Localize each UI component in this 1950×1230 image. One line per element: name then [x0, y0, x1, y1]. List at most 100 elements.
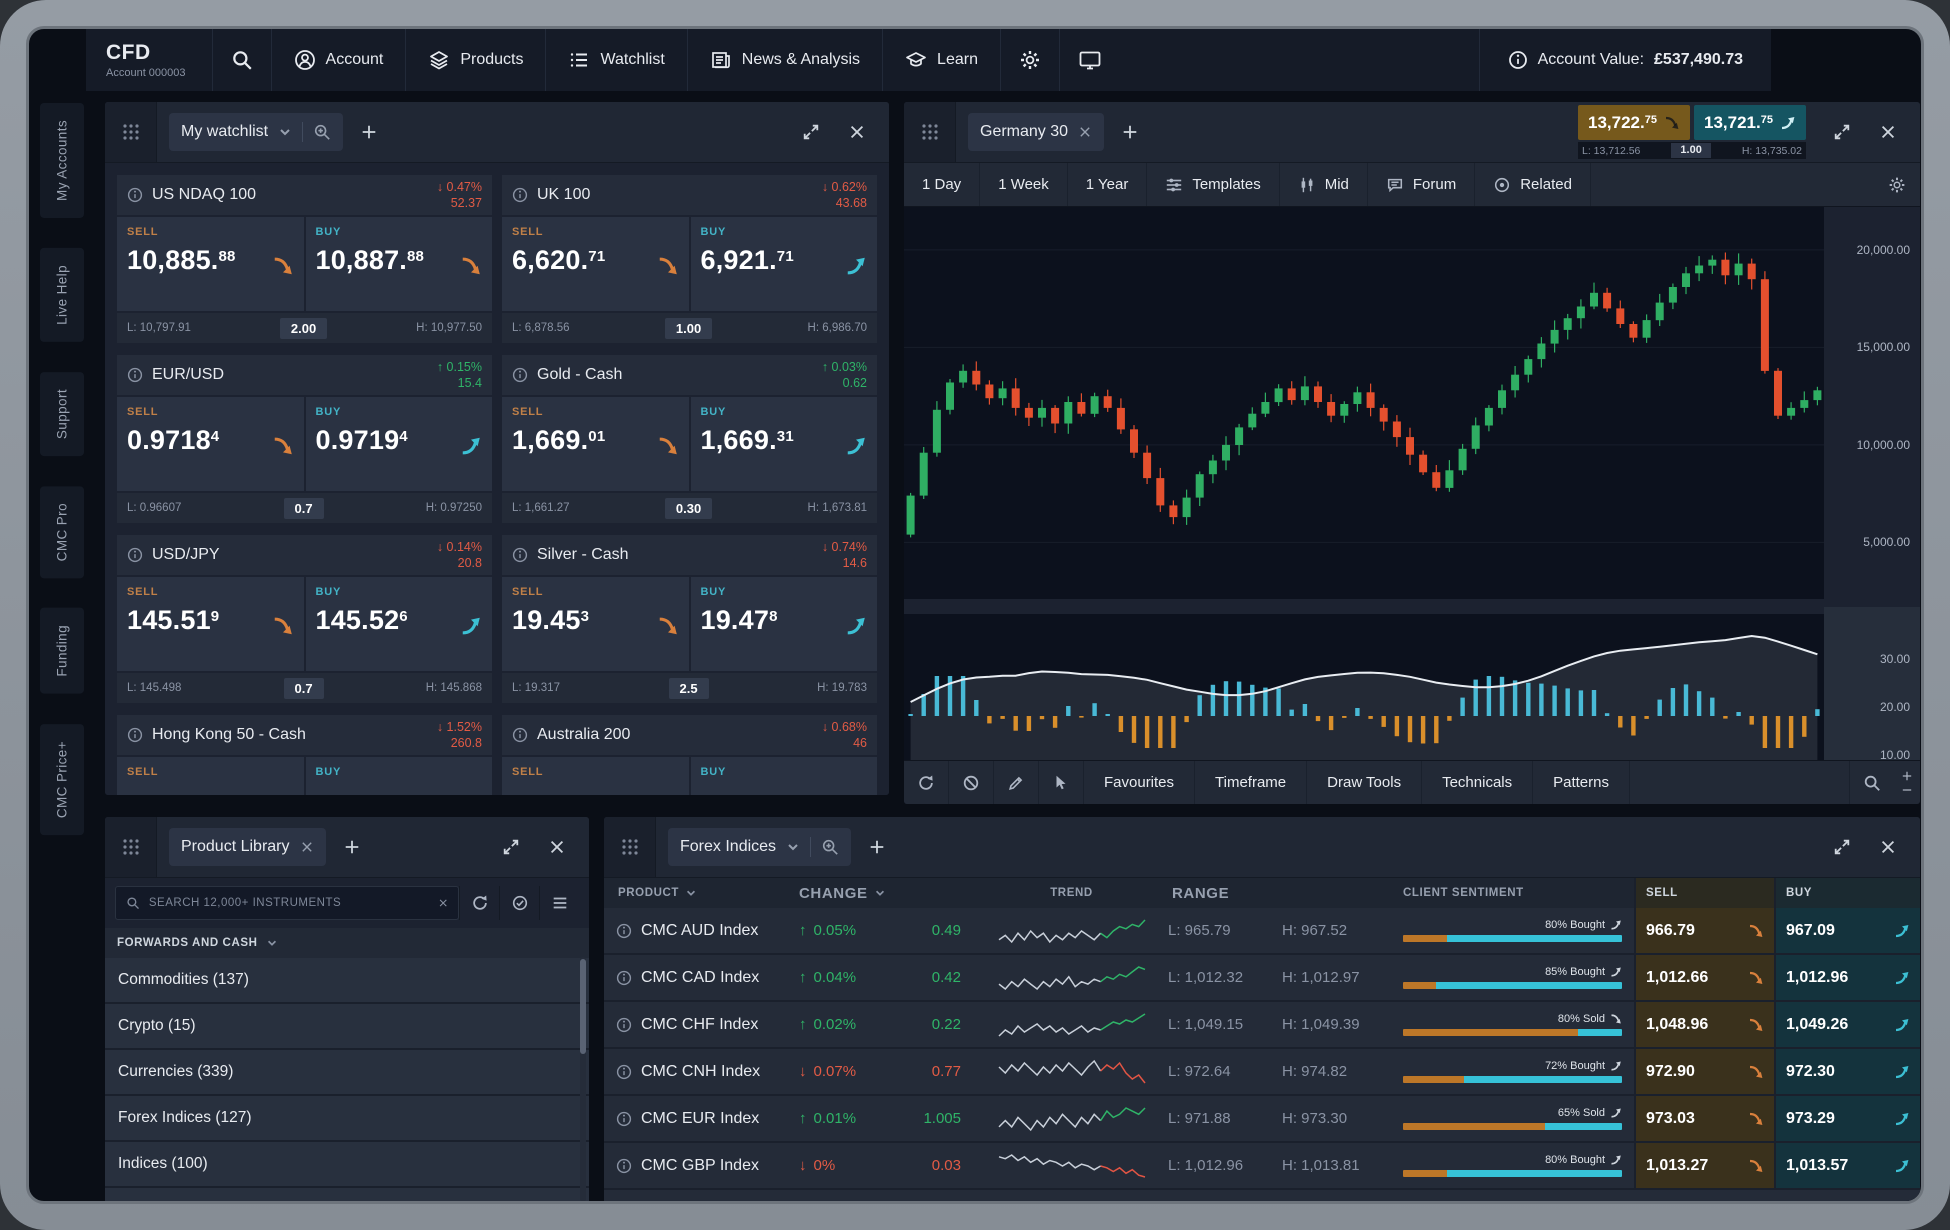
sell-price-cell[interactable]: 1,012.66	[1634, 955, 1774, 1000]
panel-drag-handle[interactable]	[604, 817, 656, 877]
chart-search-button[interactable]	[1849, 761, 1894, 804]
close-tab-icon[interactable]	[300, 840, 314, 854]
product-cell[interactable]: CMC AUD Index	[604, 922, 799, 940]
clear-search-icon[interactable]	[438, 897, 448, 909]
disable-drawing-button[interactable]	[949, 761, 994, 804]
forex-row-cmc-cnh-index[interactable]: CMC CNH Index ↓ 0.07% 0.77 L: 972.64 H: 974.8…	[604, 1049, 1920, 1094]
buy-price-cell[interactable]: 967.09	[1774, 908, 1920, 953]
list-item-commodities-137[interactable]: Commodities (137)	[105, 958, 589, 1002]
forum-button[interactable]: Forum	[1368, 163, 1476, 206]
sell-tile[interactable]: SELL 6,620.71	[502, 217, 689, 311]
sell-tile[interactable]: SELL	[117, 757, 304, 795]
product-cell[interactable]: CMC CNH Index	[604, 1063, 799, 1081]
col-trend[interactable]: TREND	[1050, 887, 1093, 899]
close-panel-button[interactable]	[1868, 112, 1908, 152]
product-library-tab[interactable]: Product Library	[169, 828, 326, 866]
expand-panel-button[interactable]	[791, 112, 831, 152]
rail-tab-my-accounts[interactable]: My Accounts	[40, 103, 84, 218]
instrument-search-field[interactable]	[115, 886, 459, 920]
instrument-header[interactable]: USD/JPY ↓ 0.14% 20.8	[117, 535, 492, 575]
nav-products[interactable]: Products	[405, 29, 545, 91]
instrument-search-input[interactable]	[148, 897, 429, 909]
col-buy[interactable]: BUY	[1774, 878, 1920, 908]
col-product[interactable]: PRODUCT	[604, 887, 799, 899]
sell-tile[interactable]: SELL 10,885.88	[117, 217, 304, 311]
buy-price-cell[interactable]: 972.30	[1774, 1049, 1920, 1094]
app-logo[interactable]: CFD Account 000003	[86, 29, 212, 91]
timeframe-button[interactable]: Timeframe	[1195, 761, 1308, 804]
instrument-header[interactable]: Silver - Cash ↓ 0.74% 14.6	[502, 535, 877, 575]
instrument-header[interactable]: UK 100 ↓ 0.62% 43.68	[502, 175, 877, 215]
forex-row-cmc-gbp-index[interactable]: CMC GBP Index ↓ 0% 0.03 L: 1,012.96 H: 1,013.…	[604, 1143, 1920, 1188]
forex-tab[interactable]: Forex Indices	[668, 828, 852, 866]
sell-price-cell[interactable]: 972.90	[1634, 1049, 1774, 1094]
col-sell[interactable]: SELL	[1634, 878, 1774, 908]
col-client-sentiment[interactable]: CLIENT SENTIMENT	[1403, 887, 1524, 899]
rail-tab-funding[interactable]: Funding	[40, 608, 84, 694]
sell-tile[interactable]: SELL 145.519	[117, 577, 304, 671]
expand-panel-button[interactable]	[1822, 112, 1862, 152]
display-layout-button[interactable]	[1058, 29, 1120, 91]
rail-tab-cmc-price[interactable]: CMC Price+	[40, 723, 84, 835]
buy-tile[interactable]: BUY	[305, 757, 492, 795]
list-item-crypto-15[interactable]: Crypto (15)	[105, 1004, 589, 1048]
buy-tile[interactable]: BUY	[690, 757, 877, 795]
chart-tab[interactable]: Germany 30	[968, 113, 1105, 151]
buy-price-cell[interactable]: 1,012.96	[1774, 955, 1920, 1000]
add-tab-button[interactable]	[857, 827, 897, 867]
sell-price-cell[interactable]: 1,013.27	[1634, 1143, 1774, 1188]
zoom-out-icon[interactable]	[1901, 784, 1913, 796]
product-cell[interactable]: CMC CHF Index	[604, 1016, 799, 1034]
sell-tile[interactable]: SELL 1,669.01	[502, 397, 689, 491]
buy-tile[interactable]: BUY 10,887.88	[305, 217, 492, 311]
nav-news[interactable]: News & Analysis	[686, 29, 882, 91]
forex-row-cmc-eur-index[interactable]: CMC EUR Index ↑ 0.01% 1.005 L: 971.88 H: 973.…	[604, 1096, 1920, 1141]
add-tab-button[interactable]	[349, 112, 389, 152]
candlestick-chart[interactable]	[904, 207, 1824, 599]
chart-sell-price[interactable]: 13,722.75	[1578, 105, 1690, 140]
sell-tile[interactable]: SELL	[502, 757, 689, 795]
zoom-in-icon[interactable]	[1901, 770, 1913, 782]
col-change[interactable]: CHANGE	[799, 885, 979, 902]
sell-tile[interactable]: SELL 19.453	[502, 577, 689, 671]
templates-button[interactable]: Templates	[1147, 163, 1280, 206]
cursor-tool-button[interactable]	[1039, 761, 1084, 804]
buy-tile[interactable]: BUY 1,669.31	[690, 397, 877, 491]
draw-tools-button[interactable]: Draw Tools	[1307, 761, 1423, 804]
patterns-button[interactable]: Patterns	[1533, 761, 1630, 804]
col-range[interactable]: RANGE	[1172, 884, 1230, 902]
range-1day-button[interactable]: 1 Day	[904, 163, 981, 206]
nav-watchlist[interactable]: Watchlist	[545, 29, 686, 91]
panel-drag-handle[interactable]	[105, 817, 157, 877]
list-view-button[interactable]	[539, 886, 579, 920]
watchlist-tab[interactable]: My watchlist	[169, 113, 344, 151]
search-button[interactable]	[211, 29, 271, 91]
sell-price-cell[interactable]: 1,048.96	[1634, 1002, 1774, 1047]
zoom-search-icon[interactable]	[821, 838, 839, 856]
refresh-list-button[interactable]	[459, 886, 499, 920]
refresh-chart-button[interactable]	[904, 761, 949, 804]
buy-price-cell[interactable]: 1,049.26	[1774, 1002, 1920, 1047]
rail-tab-live-help[interactable]: Live Help	[40, 247, 84, 342]
technicals-button[interactable]: Technicals	[1422, 761, 1534, 804]
sell-price-cell[interactable]: 966.79	[1634, 908, 1774, 953]
rail-tab-cmc-pro[interactable]: CMC Pro	[40, 485, 84, 579]
scrollbar[interactable]	[580, 957, 586, 1201]
settings-button[interactable]	[999, 29, 1059, 91]
close-panel-button[interactable]	[1868, 827, 1908, 867]
expand-panel-button[interactable]	[491, 827, 531, 867]
category-section-header[interactable]: FORWARDS AND CASH	[105, 928, 589, 958]
product-cell[interactable]: CMC GBP Index	[604, 1157, 799, 1175]
related-button[interactable]: Related	[1475, 163, 1591, 206]
account-value[interactable]: Account Value: £537,490.73	[1478, 29, 1771, 91]
indicator-chart[interactable]	[904, 614, 1824, 760]
buy-price-cell[interactable]: 973.29	[1774, 1096, 1920, 1141]
sell-price-cell[interactable]: 973.03	[1634, 1096, 1774, 1141]
buy-tile[interactable]: BUY 6,921.71	[690, 217, 877, 311]
sell-tile[interactable]: SELL 0.97184	[117, 397, 304, 491]
list-item-currencies-339[interactable]: Currencies (339)	[105, 1050, 589, 1094]
product-cell[interactable]: CMC CAD Index	[604, 969, 799, 987]
list-item-forex-indices-127[interactable]: Forex Indices (127)	[105, 1096, 589, 1140]
panel-drag-handle[interactable]	[904, 102, 956, 162]
instrument-header[interactable]: Hong Kong 50 - Cash ↓ 1.52% 260.8	[117, 715, 492, 755]
